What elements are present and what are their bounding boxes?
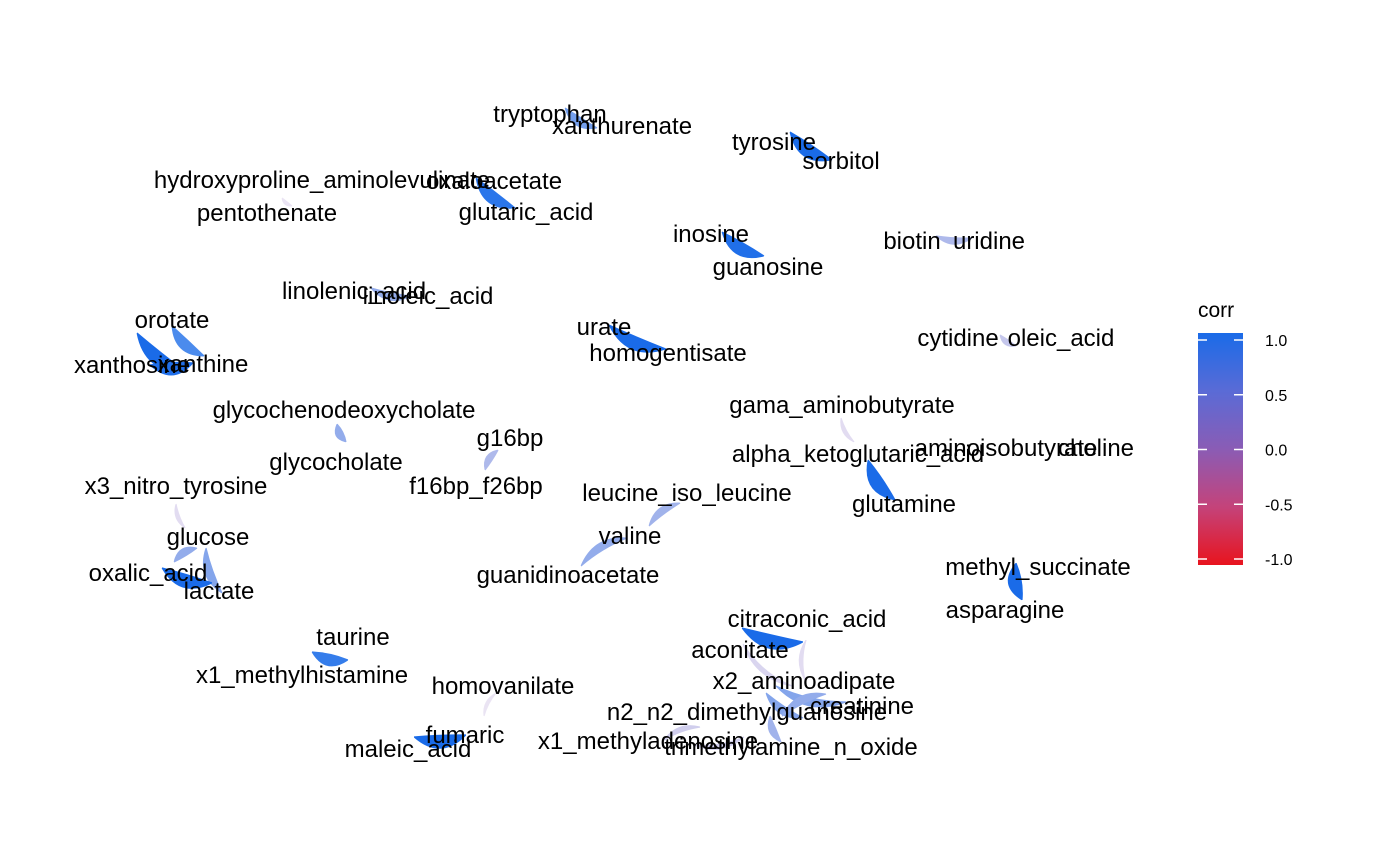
edge-hydroxyproline_aminolevulinate-pentothenate (281, 197, 293, 207)
node-label-sorbitol: sorbitol (802, 148, 879, 175)
edge-xanthosine-xanthine (149, 361, 194, 376)
node-label-valine: valine (599, 523, 662, 550)
edge-n2_n2_dimethylguanosine-trimethylamine_n_oxide (767, 715, 782, 743)
node-label-x1-methyladenosine: x1_methyladenosine (538, 728, 758, 755)
edge-homovanilate-fumaric (483, 692, 497, 717)
edge-creatinine-n2_n2_dimethylguanosine (781, 692, 827, 717)
node-label-oxaloacetate: oxaloacetate (426, 168, 562, 195)
node-label-xanthurenate: xanthurenate (552, 113, 692, 140)
node-label-glycocholate: glycocholate (269, 449, 402, 476)
node-label-oxalic-acid: oxalic_acid (89, 560, 208, 587)
edge-inosine-guanosine (721, 231, 765, 259)
node-label-xanthine: xanthine (158, 351, 249, 378)
edge-x1_methyladenosine-trimethylamine_n_oxide (693, 736, 745, 750)
node-label-x2-aminoadipate: x2_aminoadipate (713, 668, 896, 695)
legend-ticks: 1.0 0.5 0.0 -0.5 -1.0 (1198, 333, 1293, 569)
legend-tick-label: -0.5 (1265, 497, 1293, 514)
node-label-n2-n2-dimethylguanosine: n2_n2_dimethylguanosine (607, 699, 887, 726)
node-label-linoleic-acid: linoleic_acid (363, 283, 494, 310)
node-label-homovanilate: homovanilate (432, 673, 575, 700)
node-label-glutamine: glutamine (852, 491, 956, 518)
node-label-guanosine: guanosine (713, 254, 824, 281)
edge-urate-homogentisate (608, 324, 667, 353)
edge-citraconic_acid-x2_aminoadipate (798, 639, 807, 681)
edge-linolenic_acid-linoleic_acid (370, 287, 412, 302)
node-label-lactate: lactate (184, 578, 255, 605)
edge-valine-guanidinoacetate (580, 537, 628, 567)
edge-glucose-lactate (202, 547, 223, 594)
edge-citraconic_acid-aconitate (741, 627, 804, 650)
node-label-glycochenodeoxycholate: glycochenodeoxycholate (213, 397, 476, 424)
node-label-citraconic-acid: citraconic_acid (728, 606, 887, 633)
edge-x2_aminoadipate-n2_n2_dimethylguanosine (765, 692, 804, 719)
edge-gama_aminobutyrate-glutamine (840, 417, 855, 443)
node-label-leucine-iso-leucine: leucine_iso_leucine (582, 480, 791, 507)
edge-orotate-xanthine (171, 325, 205, 357)
edge-leucine_iso_leucine-valine (648, 502, 681, 527)
node-label-methyl-succinate: methyl_succinate (945, 554, 1130, 581)
node-label-trimethylamine-n-oxide: trimethylamine_n_oxide (664, 734, 917, 761)
legend-title: corr (1198, 299, 1234, 322)
node-label-tyrosine: tyrosine (732, 129, 816, 156)
edge-tyrosine-sorbitol (789, 131, 833, 162)
node-label-biotin: biotin (883, 228, 940, 255)
node-label-inosine: inosine (673, 221, 749, 248)
edge-g16bp-f16bp_f26bp (483, 449, 499, 471)
legend: corr 1.0 0.5 0.0 -0.5 -1.0 (1198, 299, 1293, 569)
node-label-uridine: uridine (953, 228, 1025, 255)
node-label-taurine: taurine (316, 624, 389, 651)
node-label-glucose: glucose (167, 524, 250, 551)
edge-alpha_ketoglutaric_acid-glutamine (866, 459, 896, 501)
node-label-x3-nitro-tyrosine: x3_nitro_tyrosine (85, 473, 268, 500)
edge-biotin-uridine (935, 235, 973, 245)
edge-x2_aminoadipate-creatinine (775, 685, 847, 708)
node-label-aconitate: aconitate (691, 637, 788, 664)
edge-glycochenodeoxycholate-glycocholate (334, 423, 347, 443)
legend-tick-label: 1.0 (1265, 333, 1287, 350)
node-label-choline: choline (1058, 435, 1134, 462)
edge-x3_nitro_tyrosine-glucose (174, 503, 186, 529)
edge-glucose-oxalic_acid (173, 546, 198, 563)
node-label-x1-methylhistamine: x1_methylhistamine (196, 662, 408, 689)
legend-tick-label: -1.0 (1265, 552, 1293, 569)
legend-tick-label: 0.5 (1265, 388, 1287, 405)
node-label-gama-aminobutyrate: gama_aminobutyrate (729, 392, 954, 419)
node-label-urate: urate (577, 314, 632, 341)
node-label-hydroxyproline-aminolevulinate: hydroxyproline_aminolevulinate (154, 167, 490, 194)
node-label-xanthosine: xanthosine (74, 352, 190, 379)
node-label-asparagine: asparagine (946, 597, 1065, 624)
node-label-homogentisate: homogentisate (589, 340, 746, 367)
edge-fumaric-maleic_acid (413, 734, 467, 749)
node-label-fumaric: fumaric (426, 722, 505, 749)
node-label-oleic-acid: oleic_acid (1008, 325, 1115, 352)
node-label-f16bp-f26bp: f16bp_f26bp (409, 473, 542, 500)
node-label-aminoisobutyrate: aminoisobutyrate (915, 435, 1098, 462)
node-label-creatinine: creatinine (810, 693, 914, 720)
edge-methyl_succinate-asparagine (1007, 562, 1023, 601)
node-label-maleic-acid: maleic_acid (345, 736, 472, 763)
edge-tryptophan-xanthurenate (564, 107, 598, 130)
node-label-alpha-ketoglutaric-acid: alpha_ketoglutaric_acid (732, 441, 984, 468)
edge-n2_n2_dimethylguanosine-x1_methyladenosine (663, 725, 701, 741)
node-label-linolenic-acid: linolenic_acid (282, 278, 426, 305)
node-label-tryptophan: tryptophan (493, 101, 606, 128)
edge-taurine-x1_methylhistamine (311, 651, 349, 667)
node-label-orotate: orotate (135, 307, 210, 334)
node-label-guanidinoacetate: guanidinoacetate (477, 562, 660, 589)
node-label-pentothenate: pentothenate (197, 200, 337, 227)
node-label-cytidine: cytidine (917, 325, 998, 352)
edge-oxalic_acid-lactate (161, 567, 213, 589)
node-label-glutaric-acid: glutaric_acid (459, 199, 594, 226)
node-label-g16bp: g16bp (477, 425, 544, 452)
edges-layer (136, 107, 1023, 750)
legend-tick-label: 0.0 (1265, 443, 1287, 460)
edge-oxaloacetate-glutaric_acid (475, 177, 516, 209)
edge-cytidine-oleic_acid (999, 334, 1017, 347)
